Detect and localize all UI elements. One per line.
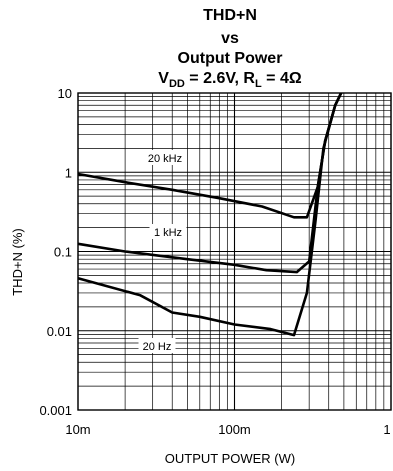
subtitle-vdd: V <box>158 70 169 87</box>
y-tick-label: 0.1 <box>54 245 72 260</box>
y-tick-label: 0.001 <box>39 403 72 418</box>
series-label-bg <box>143 150 187 165</box>
chart-tick-labels: 10m 100m 1 0.001 0.01 0.1 1 10 <box>39 86 390 437</box>
x-tick-label: 100m <box>218 422 251 437</box>
chart-subtitle: VDD = 2.6V, RL = 4Ω <box>158 70 302 90</box>
chart-grid <box>77 92 392 411</box>
series-label-bg <box>149 224 187 239</box>
y-tick-label: 0.01 <box>47 324 72 339</box>
chart-title-line-2: vs <box>221 30 239 47</box>
series-label-bg <box>138 338 176 353</box>
chart-title-line-3: Output Power <box>178 50 283 67</box>
y-axis-label: THD+N (%) <box>10 228 25 296</box>
series-line-20-khz <box>77 92 343 219</box>
x-tick-label: 1 <box>383 422 390 437</box>
series-line-20-hz <box>77 92 343 337</box>
subtitle-vdd-sub: DD <box>169 78 185 90</box>
series-line-1-khz <box>77 92 343 274</box>
plot-frame <box>77 92 392 411</box>
series-label-20-khz: 20 kHz <box>148 153 182 165</box>
series-label-20-hz: 20 Hz <box>143 341 172 353</box>
y-tick-label: 10 <box>58 86 72 101</box>
chart-title-line-1: THD+N <box>203 7 257 24</box>
subtitle-rl-sub: L <box>255 78 262 90</box>
x-tick-label: 10m <box>65 422 90 437</box>
y-tick-label: 1 <box>65 165 72 180</box>
subtitle-vdd-value: = 2.6V, R <box>185 70 256 87</box>
chart-series-labels: 20 kHz 1 kHz 20 Hz <box>138 150 187 353</box>
x-axis-label: OUTPUT POWER (W) <box>165 451 295 466</box>
subtitle-rl-value: = 4Ω <box>262 70 302 87</box>
series-label-1-khz: 1 kHz <box>154 227 182 239</box>
chart-series <box>77 92 343 337</box>
